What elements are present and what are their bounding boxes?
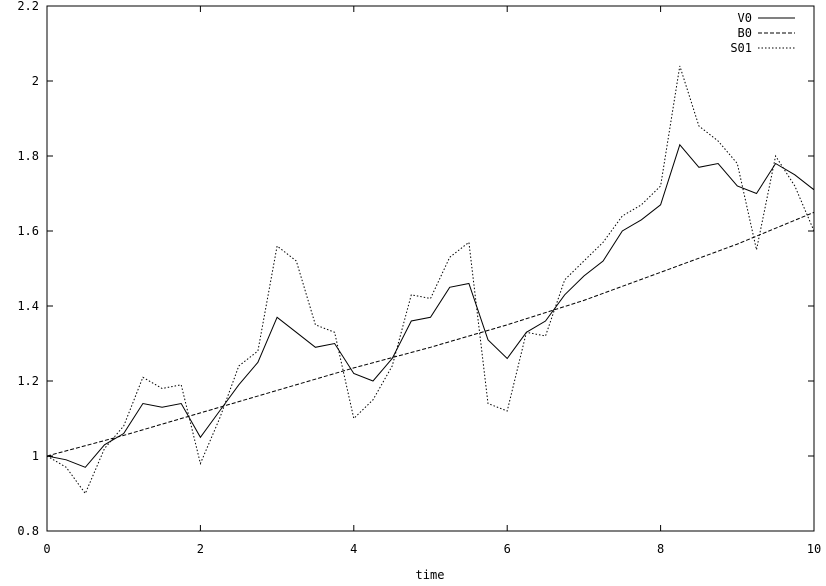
y-tick-label: 1.4 bbox=[17, 299, 39, 313]
x-axis: 0 2 4 6 8 10 bbox=[43, 6, 821, 556]
series-line-s01 bbox=[46, 65, 815, 495]
legend-label: B0 bbox=[738, 26, 752, 40]
y-tick-label: 1 bbox=[32, 449, 39, 463]
x-tick-label: 6 bbox=[504, 542, 511, 556]
y-axis: 0.8 1 1.2 1.4 1.6 1.8 2 2.2 bbox=[17, 0, 814, 538]
legend-label: S01 bbox=[730, 41, 752, 55]
y-tick-label: 2.2 bbox=[17, 0, 39, 13]
y-tick-label: 1.2 bbox=[17, 374, 39, 388]
x-tick-label: 0 bbox=[43, 542, 50, 556]
y-tick-label: 0.8 bbox=[17, 524, 39, 538]
legend-label: V0 bbox=[738, 11, 752, 25]
x-axis-label: time bbox=[416, 568, 445, 582]
x-tick-label: 2 bbox=[197, 542, 204, 556]
x-tick-label: 10 bbox=[807, 542, 821, 556]
y-tick-label: 1.8 bbox=[17, 149, 39, 163]
series-line-b0 bbox=[46, 211, 815, 457]
y-tick-label: 2 bbox=[32, 74, 39, 88]
series-line-v0 bbox=[46, 143, 815, 468]
x-tick-label: 8 bbox=[657, 542, 664, 556]
plot-frame bbox=[46, 5, 815, 532]
series-layer bbox=[46, 65, 815, 495]
y-tick-label: 1.6 bbox=[17, 224, 39, 238]
x-tick-label: 4 bbox=[350, 542, 357, 556]
